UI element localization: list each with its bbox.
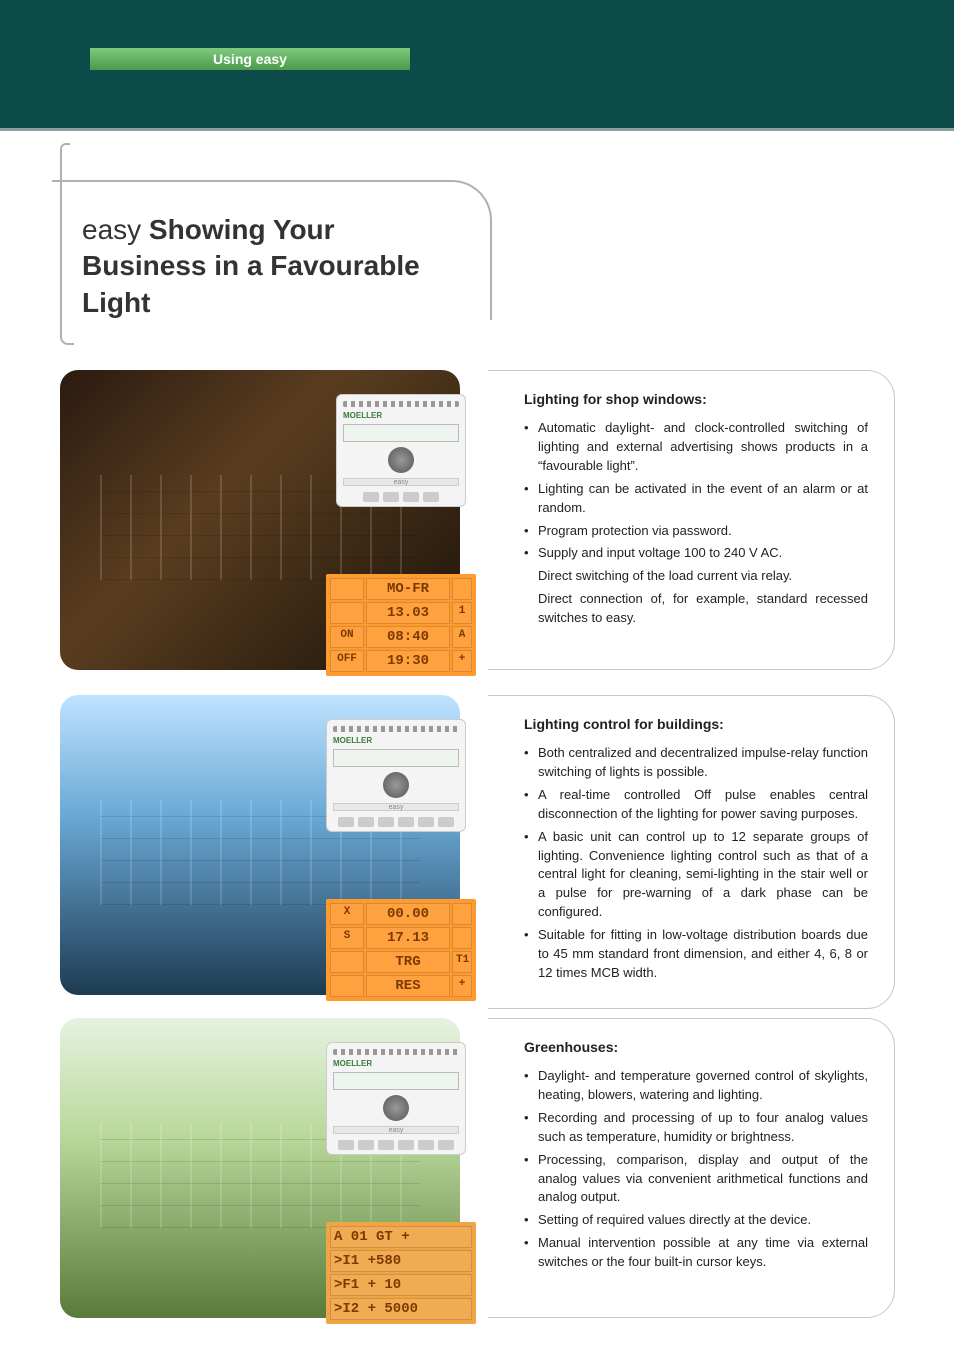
device-keys-icon: [343, 492, 459, 502]
row-greenhouses: MOELLER easy A 01 GT + >I1 +580 >F1 + 10…: [60, 1018, 895, 1318]
row-shop-windows: MOELLER easy MO-FR 13.03 1 ON 08:40 A OF…: [60, 370, 895, 670]
title-callout: easy Showing Your Business in a Favourab…: [52, 180, 492, 320]
list-item: Manual intervention possible at any time…: [524, 1234, 868, 1272]
seg-cell: S: [330, 927, 364, 949]
seg-cell: [330, 975, 364, 997]
device-brand: MOELLER: [333, 736, 459, 745]
row-building-lighting: MOELLER easy X 00.00 S 17.13 TRG T1 RES …: [60, 695, 895, 1009]
bullet-list: Both centralized and decentralized impul…: [524, 744, 868, 982]
seg-cell: ON: [330, 626, 364, 648]
page-title: easy Showing Your Business in a Favourab…: [82, 212, 460, 321]
device-terminals-icon: [343, 401, 459, 407]
device-lcd-icon: [333, 749, 459, 767]
seg-cell: [452, 927, 472, 949]
title-brand: easy: [82, 214, 141, 245]
photo-block-greenhouse: MOELLER easy A 01 GT + >I1 +580 >F1 + 10…: [60, 1018, 460, 1318]
text-block-building: Lighting control for buildings: Both cen…: [488, 695, 895, 1009]
section-tab: Using easy: [90, 48, 410, 70]
list-item: Recording and processing of up to four a…: [524, 1109, 868, 1147]
seg-line: >F1 + 10: [330, 1274, 472, 1296]
device-label-strip: easy: [343, 478, 459, 486]
bullet-list: Automatic daylight- and clock-controlled…: [524, 419, 868, 563]
list-item: A basic unit can control up to 12 separa…: [524, 828, 868, 922]
list-item: Automatic daylight- and clock-controlled…: [524, 419, 868, 476]
seg-cell: A: [452, 626, 472, 648]
seg-cell: X: [330, 903, 364, 925]
list-item: Supply and input voltage 100 to 240 V AC…: [524, 544, 868, 563]
device-dial-icon: [388, 447, 414, 473]
seg-cell: TRG: [366, 951, 450, 973]
photo-block-shop: MOELLER easy MO-FR 13.03 1 ON 08:40 A OF…: [60, 370, 460, 670]
list-item: Program protection via password.: [524, 522, 868, 541]
text-block-shop: Lighting for shop windows: Automatic day…: [488, 370, 895, 670]
list-item: Lighting can be activated in the event o…: [524, 480, 868, 518]
seg-cell: [452, 903, 472, 925]
section-heading: Lighting for shop windows:: [524, 389, 868, 409]
seg-cell: 1: [452, 602, 472, 624]
seg-cell: OFF: [330, 650, 364, 672]
seg-line: A 01 GT +: [330, 1226, 472, 1248]
seg-cell: [452, 578, 472, 600]
sub-line: Direct switching of the load current via…: [524, 567, 868, 586]
sub-line: Direct connection of, for example, stand…: [524, 590, 868, 628]
seg-cell: MO-FR: [366, 578, 450, 600]
seg-line: >I1 +580: [330, 1250, 472, 1272]
list-item: A real-time controlled Off pulse enables…: [524, 786, 868, 824]
seg-cell: 13.03: [366, 602, 450, 624]
section-heading: Lighting control for buildings:: [524, 714, 868, 734]
seg-cell: 00.00: [366, 903, 450, 925]
seg-cell: 08:40: [366, 626, 450, 648]
segment-display-shop: MO-FR 13.03 1 ON 08:40 A OFF 19:30 +: [326, 574, 476, 676]
device-lcd-icon: [343, 424, 459, 442]
seg-cell: +: [452, 650, 472, 672]
device-card-building: MOELLER easy: [326, 719, 466, 832]
seg-cell: RES: [366, 975, 450, 997]
list-item: Processing, comparison, display and outp…: [524, 1151, 868, 1208]
device-dial-icon: [383, 772, 409, 798]
segment-display-building: X 00.00 S 17.13 TRG T1 RES +: [326, 899, 476, 1001]
device-label-strip: easy: [333, 803, 459, 811]
photo-block-building: MOELLER easy X 00.00 S 17.13 TRG T1 RES …: [60, 695, 460, 995]
seg-cell: [330, 602, 364, 624]
device-keys-icon: [333, 1140, 459, 1150]
seg-cell: [330, 951, 364, 973]
seg-cell: +: [452, 975, 472, 997]
seg-cell: 17.13: [366, 927, 450, 949]
device-lcd-icon: [333, 1072, 459, 1090]
seg-cell: [330, 578, 364, 600]
section-heading: Greenhouses:: [524, 1037, 868, 1057]
device-brand: MOELLER: [333, 1059, 459, 1068]
seg-cell: 19:30: [366, 650, 450, 672]
device-keys-icon: [333, 817, 459, 827]
list-item: Daylight- and temperature governed contr…: [524, 1067, 868, 1105]
text-block-greenhouse: Greenhouses: Daylight- and temperature g…: [488, 1018, 895, 1318]
seg-line: >I2 + 5000: [330, 1298, 472, 1320]
device-label-strip: easy: [333, 1126, 459, 1134]
device-terminals-icon: [333, 1049, 459, 1055]
list-item: Suitable for fitting in low-voltage dist…: [524, 926, 868, 983]
list-item: Both centralized and decentralized impul…: [524, 744, 868, 782]
device-dial-icon: [383, 1095, 409, 1121]
seg-cell: T1: [452, 951, 472, 973]
device-card-shop: MOELLER easy: [336, 394, 466, 507]
device-brand: MOELLER: [343, 411, 459, 420]
device-terminals-icon: [333, 726, 459, 732]
list-item: Setting of required values directly at t…: [524, 1211, 868, 1230]
segment-display-greenhouse: A 01 GT + >I1 +580 >F1 + 10 >I2 + 5000: [326, 1222, 476, 1324]
bullet-list: Daylight- and temperature governed contr…: [524, 1067, 868, 1271]
device-card-greenhouse: MOELLER easy: [326, 1042, 466, 1155]
